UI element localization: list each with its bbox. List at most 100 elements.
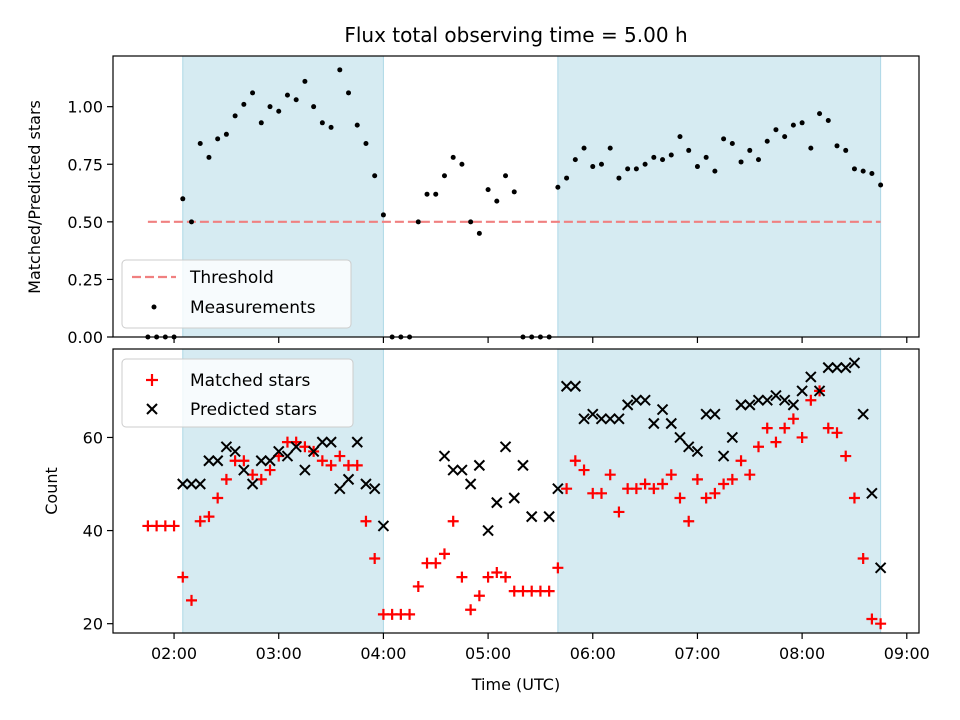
predicted-star-point bbox=[674, 431, 686, 444]
matched-star-point bbox=[796, 431, 808, 443]
predicted-star-point bbox=[316, 436, 329, 448]
predicted-star-point bbox=[857, 408, 869, 420]
measurement-point bbox=[258, 120, 264, 126]
measurement-point bbox=[660, 157, 666, 163]
predicted-star-point bbox=[813, 385, 826, 397]
matched-star-point bbox=[473, 590, 485, 602]
predicted-star-point bbox=[238, 464, 250, 476]
matched-star-point bbox=[822, 422, 834, 434]
matched-star-point bbox=[482, 571, 494, 583]
measurement-point bbox=[223, 131, 229, 137]
bottom-frame bbox=[112, 348, 920, 634]
matched-star-point bbox=[404, 608, 416, 620]
predicted-star-point bbox=[307, 445, 320, 458]
predicted-star-point bbox=[508, 492, 520, 504]
predicted-star-point bbox=[630, 394, 643, 406]
measurement-point bbox=[616, 175, 622, 181]
measurement-point bbox=[441, 173, 447, 179]
x-tick-label: 09:00 bbox=[884, 644, 930, 663]
bottom-legend-box bbox=[121, 358, 354, 428]
matched-star-point bbox=[168, 520, 180, 532]
measurement-point bbox=[197, 141, 203, 147]
predicted-star-point bbox=[377, 520, 390, 532]
measurement-point bbox=[677, 134, 683, 140]
measurement-point bbox=[860, 168, 866, 174]
matched-star-point bbox=[569, 455, 581, 467]
bottom-panel: 20 40 60 02:00 03:00 04:00 05:00 06:00 07:00 08:… bbox=[42, 348, 930, 694]
x-tick-label: 04:00 bbox=[360, 644, 406, 663]
measurement-point bbox=[817, 111, 823, 117]
matched-star-point bbox=[325, 459, 337, 471]
predicted-star-point bbox=[177, 478, 189, 490]
measurement-point bbox=[607, 145, 613, 151]
predicted-star-point bbox=[229, 445, 241, 458]
matched-star-point bbox=[665, 469, 677, 481]
measurement-point bbox=[284, 92, 290, 98]
top-frame bbox=[112, 55, 920, 338]
predicted-star-point bbox=[805, 371, 817, 383]
measurement-point bbox=[293, 97, 299, 103]
y-tick-label: 1.00 bbox=[67, 98, 103, 117]
matched-star-point bbox=[752, 441, 764, 453]
measurement-point bbox=[625, 166, 631, 172]
predicted-star-point bbox=[273, 445, 285, 458]
bottom-y-axis-label: Count bbox=[42, 467, 61, 515]
predicted-star-point bbox=[656, 403, 669, 416]
predicted-star-point bbox=[752, 394, 765, 406]
matched-star-point bbox=[430, 557, 442, 569]
measurement-point bbox=[869, 170, 875, 176]
measurement-point bbox=[598, 161, 604, 167]
plot-frame bbox=[112, 348, 920, 634]
measurement-point bbox=[633, 166, 639, 172]
matched-star-point bbox=[595, 487, 607, 499]
measurement-point bbox=[276, 108, 282, 114]
legend-predicted-label: Predicted stars bbox=[190, 400, 317, 420]
measurement-point bbox=[241, 101, 247, 107]
matched-star-point bbox=[657, 478, 669, 490]
legend-threshold-label: Threshold bbox=[189, 268, 274, 288]
measurement-point bbox=[694, 164, 700, 170]
measurement-point bbox=[555, 184, 561, 190]
predicted-star-point bbox=[360, 478, 372, 490]
measurement-point bbox=[180, 196, 186, 202]
predicted-star-point bbox=[499, 441, 512, 453]
measurement-point bbox=[790, 122, 796, 128]
predicted-star-point bbox=[665, 417, 677, 430]
measurement-point bbox=[564, 175, 570, 181]
predicted-star-point bbox=[473, 459, 486, 472]
predicted-star-point bbox=[787, 399, 800, 411]
measurement-point bbox=[311, 104, 317, 110]
predicted-star-point bbox=[587, 408, 599, 420]
measurement-point bbox=[755, 157, 761, 163]
matched-star-point bbox=[456, 571, 468, 583]
matched-star-point bbox=[683, 515, 695, 527]
measurement-point bbox=[721, 136, 727, 142]
legend-matched-swatch bbox=[146, 374, 158, 386]
matched-star-point bbox=[840, 450, 852, 462]
measurement-point bbox=[206, 154, 212, 160]
measurement-point bbox=[851, 166, 857, 172]
matched-star-point bbox=[735, 455, 747, 467]
predicted-star-point bbox=[569, 380, 582, 392]
matched-star-point bbox=[744, 469, 756, 481]
measurement-point bbox=[503, 173, 509, 179]
predicted-star-point bbox=[717, 450, 730, 462]
predicted-star-point bbox=[290, 441, 302, 453]
matched-star-point bbox=[648, 483, 660, 495]
predicted-star-point bbox=[840, 361, 852, 374]
predicted-star-point bbox=[264, 455, 276, 467]
matched-star-point bbox=[369, 553, 381, 565]
predicted-star-point bbox=[185, 478, 198, 490]
measurement-point bbox=[729, 141, 735, 147]
measurement-point bbox=[337, 67, 343, 73]
measurement-point bbox=[738, 159, 744, 165]
predicted-star-point bbox=[211, 455, 224, 467]
matched-star-point bbox=[831, 427, 843, 439]
matched-star-point bbox=[316, 455, 328, 467]
predicted-star-point bbox=[203, 455, 215, 467]
measurement-point bbox=[380, 212, 386, 218]
measurement-point bbox=[354, 122, 360, 128]
x-tick-label: 05:00 bbox=[465, 644, 511, 663]
matched-star-point bbox=[709, 487, 721, 499]
measurement-point bbox=[511, 189, 517, 195]
